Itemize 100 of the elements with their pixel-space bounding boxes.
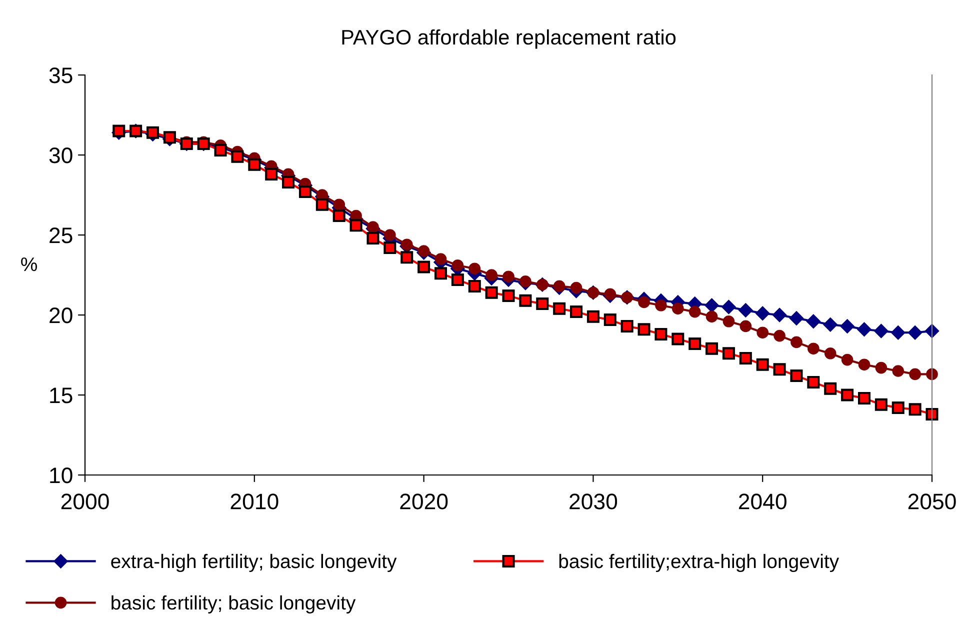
point [654,328,668,340]
point [282,176,295,188]
point [638,323,650,336]
point [772,308,787,322]
y-tick-label: 25 [50,228,72,244]
x-tick-label: 2000 [61,494,109,510]
point [520,275,532,288]
legend-label: basic fertility; basic longevity [112,595,356,614]
point [688,338,702,350]
y-tick-label: 10 [50,468,72,484]
point [586,310,600,323]
point [721,300,736,314]
point [418,260,430,274]
point [722,347,735,360]
chart-title: PAYGO affordable replacement ratio [342,29,676,49]
y-tick-label: 20 [50,308,72,324]
point [502,270,514,283]
point [367,221,379,233]
point [823,317,838,332]
point [400,238,413,251]
point [756,326,769,339]
point [858,358,870,371]
point [553,280,566,292]
point [333,198,346,211]
point [874,398,888,411]
point [400,251,414,264]
point [790,336,802,348]
x-tick-label: 2040 [739,494,786,510]
point [384,229,396,241]
point [468,262,481,275]
point [892,402,904,414]
legend-label: extra-high fertility; basic longevity [111,554,397,572]
point [468,280,481,292]
point [739,352,752,364]
point [857,322,872,337]
point [536,298,549,310]
point [620,320,634,332]
point [824,382,837,395]
point [926,368,938,380]
point [824,347,836,360]
point [908,403,922,416]
x-tick-label: 2030 [570,494,618,510]
legend-label: basic fertility;extra-high longevity [559,554,840,572]
point [892,365,904,377]
point [773,363,786,376]
point [434,267,447,280]
point [655,299,667,312]
point [248,158,261,171]
point [722,315,735,328]
point [604,314,616,326]
point [553,302,566,315]
point [874,324,888,338]
point [214,144,227,156]
y-tick-label: 30 [49,148,72,164]
point [704,298,720,313]
x-tick-label: 2010 [230,494,278,510]
point [841,354,854,366]
point [890,325,906,340]
point [789,310,804,326]
point [570,282,582,294]
point [519,294,532,307]
point [755,306,770,321]
point [875,362,888,374]
point [604,288,616,300]
point [502,290,515,302]
point [350,219,362,232]
point [808,342,820,355]
point [638,296,650,308]
point [570,306,583,318]
point [756,358,769,371]
point [688,306,701,318]
point [790,370,803,382]
x-tick-label: 2050 [908,494,956,510]
point [231,150,244,163]
point [926,408,938,420]
point [316,198,328,211]
point [418,245,430,257]
y-tick-label: 35 [49,68,72,84]
y-axis-title: % [21,257,37,272]
y-tick-label: 15 [50,388,72,404]
point [706,310,718,323]
point [672,302,684,315]
point [858,392,870,404]
point [298,186,312,198]
point [451,274,464,286]
point [909,368,921,380]
point [434,253,447,265]
point [366,232,380,244]
point [807,376,820,388]
point [706,342,718,355]
point [908,325,922,340]
point [486,269,498,281]
point [841,388,854,402]
point [774,330,786,342]
point [384,242,396,254]
point [452,259,464,272]
point [265,168,278,180]
point [332,210,346,222]
point [740,320,752,332]
x-tick-label: 2020 [400,494,448,510]
